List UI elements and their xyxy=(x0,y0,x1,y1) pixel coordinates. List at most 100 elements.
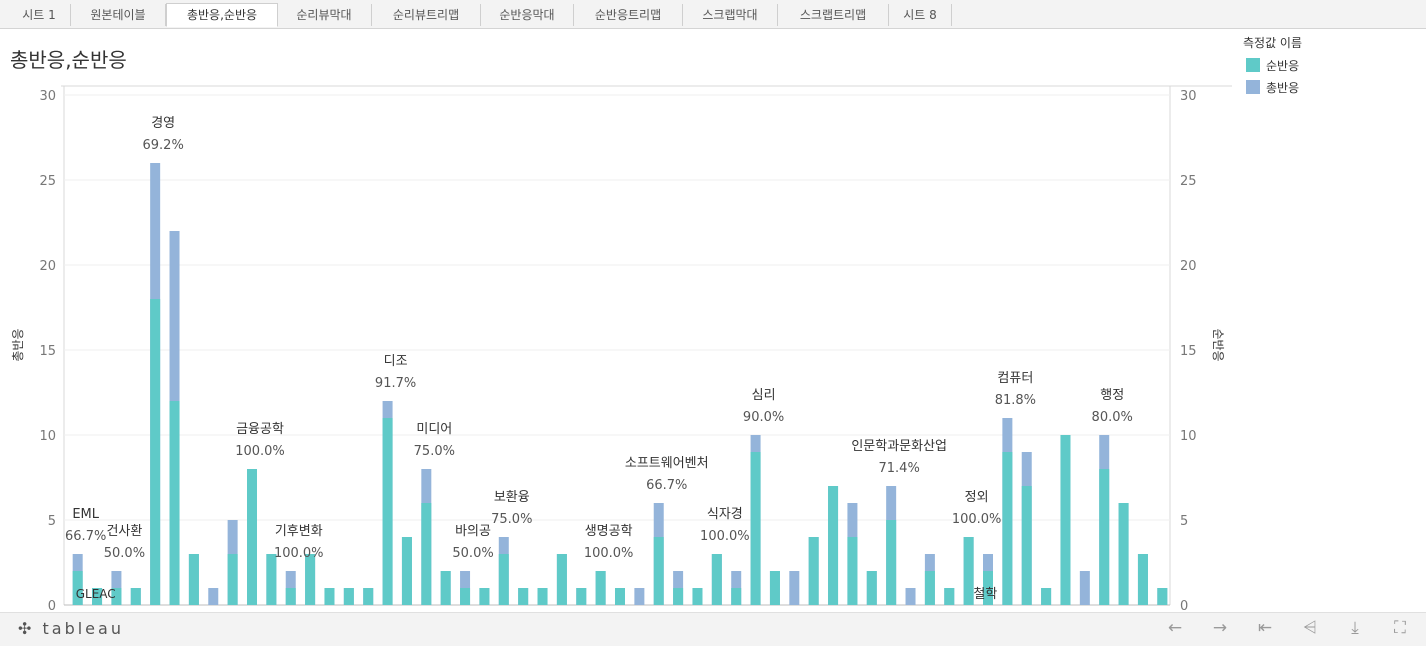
y2-tick-label: 15 xyxy=(1180,344,1197,359)
bar-net xyxy=(886,520,897,605)
bar-net xyxy=(188,554,199,605)
annotation-percent: 66.7% xyxy=(65,529,106,544)
bar-total xyxy=(556,554,567,605)
bar-total xyxy=(673,571,684,605)
y-axis-title: 총반응 xyxy=(11,328,25,361)
redo-icon[interactable]: → xyxy=(1212,618,1228,638)
bar-total xyxy=(111,571,122,605)
y2-tick-label: 5 xyxy=(1180,514,1188,529)
bar-net xyxy=(72,571,83,605)
bar-net xyxy=(828,486,839,605)
y-tick-label: 30 xyxy=(39,89,56,104)
annotation-label: 보환융 xyxy=(494,490,530,505)
annotation-percent: 66.7% xyxy=(646,478,687,493)
annotation-percent: 91.7% xyxy=(375,376,416,391)
revert-icon[interactable]: ⇤ xyxy=(1257,618,1273,638)
bar-net xyxy=(537,588,548,605)
annotation-percent: 100.0% xyxy=(235,444,285,459)
y2-tick-label: 30 xyxy=(1180,89,1197,104)
bar-net xyxy=(518,588,529,605)
annotation-percent: 100.0% xyxy=(952,512,1002,527)
bar-net xyxy=(111,588,122,605)
annotation-percent: 90.0% xyxy=(743,410,784,425)
annotation-label: 식자경 xyxy=(707,507,743,522)
bar-total xyxy=(1041,588,1052,605)
y-tick-label: 20 xyxy=(39,259,56,274)
bar-net xyxy=(343,588,354,605)
bar-net xyxy=(460,588,471,605)
bar-net xyxy=(421,503,432,605)
tab-8[interactable]: 스크랩트리맵 xyxy=(778,4,889,26)
tab-5[interactable]: 순반응막대 xyxy=(481,4,574,26)
bar-total xyxy=(866,571,877,605)
tab-6[interactable]: 순반응트리맵 xyxy=(574,4,683,26)
bar-net xyxy=(324,588,335,605)
tab-4[interactable]: 순리뷰트리맵 xyxy=(372,4,481,26)
annotation-percent: 100.0% xyxy=(274,546,324,561)
bar-net xyxy=(615,588,625,605)
bar-total xyxy=(692,588,703,605)
bar-total xyxy=(595,571,606,605)
bar-net xyxy=(769,571,780,605)
bar-net xyxy=(731,588,742,605)
bar-net xyxy=(92,588,103,605)
bar-net xyxy=(963,537,974,605)
bar-total xyxy=(247,469,257,605)
bar-total xyxy=(963,537,974,605)
bar-net xyxy=(576,588,587,605)
bar-net xyxy=(285,588,296,605)
bar-net xyxy=(401,537,412,605)
bar-net xyxy=(750,452,761,605)
bar-total xyxy=(1118,503,1129,605)
undo-icon[interactable]: ← xyxy=(1167,618,1183,638)
annotation-label: 컴퓨터 xyxy=(997,371,1033,386)
annotation-label: 철학 xyxy=(973,587,997,602)
annotation-label: 행정 xyxy=(1100,387,1124,403)
tableau-logo[interactable]: ✣ tableau xyxy=(18,619,124,638)
legend-item-total[interactable]: 총반응 xyxy=(1246,79,1299,96)
tab-0[interactable]: 시트 1 xyxy=(8,4,71,26)
bar-total xyxy=(1137,554,1148,605)
tab-3[interactable]: 순리뷰막대 xyxy=(277,4,372,26)
bar-total xyxy=(1021,452,1032,605)
tab-2[interactable]: 총반응,순반응 xyxy=(166,3,278,27)
bar-total xyxy=(421,469,432,605)
download-icon[interactable]: ⤓ xyxy=(1351,618,1359,638)
bar-total xyxy=(750,435,761,605)
y-tick-label: 25 xyxy=(39,174,56,189)
annotation-percent: 71.4% xyxy=(879,461,920,476)
bar-total xyxy=(983,554,993,605)
legend-item-net[interactable]: 순반응 xyxy=(1246,57,1299,74)
share-icon[interactable]: ⩤ xyxy=(1303,618,1317,638)
tab-1[interactable]: 원본테이블 xyxy=(71,4,166,26)
bar-net xyxy=(1137,554,1148,605)
bar-total xyxy=(828,486,839,605)
bar-net xyxy=(130,588,141,605)
bar-total xyxy=(227,520,238,605)
tab-9[interactable]: 시트 8 xyxy=(889,4,952,26)
bar-total xyxy=(305,554,316,605)
bar-total xyxy=(576,588,587,605)
bar-net xyxy=(711,554,722,605)
bar-net xyxy=(653,537,664,605)
annotation-label: 건사환 xyxy=(106,524,142,539)
footer-toolbar: ✣ tableau ← → ⇤ ⩤ ⤓ ⛶ xyxy=(0,612,1426,646)
bar-net xyxy=(595,571,606,605)
bar-total xyxy=(479,588,490,605)
bar-total xyxy=(1079,571,1090,605)
y2-tick-label: 25 xyxy=(1180,174,1197,189)
bar-total xyxy=(92,588,103,605)
annotation-label: 정외 xyxy=(965,490,989,505)
fullscreen-icon[interactable]: ⛶ xyxy=(1394,618,1406,638)
bar-total xyxy=(789,571,800,605)
bar-net xyxy=(382,418,393,605)
legend-label-total: 총반응 xyxy=(1266,81,1300,95)
annotation-label: 미디어 xyxy=(416,422,452,437)
annotation-label: 경영 xyxy=(151,116,175,131)
tab-7[interactable]: 스크랩막대 xyxy=(683,4,778,26)
bar-net xyxy=(1099,469,1110,605)
bar-total xyxy=(130,588,141,605)
y-tick-label: 15 xyxy=(39,344,56,359)
bar-total xyxy=(711,554,722,605)
